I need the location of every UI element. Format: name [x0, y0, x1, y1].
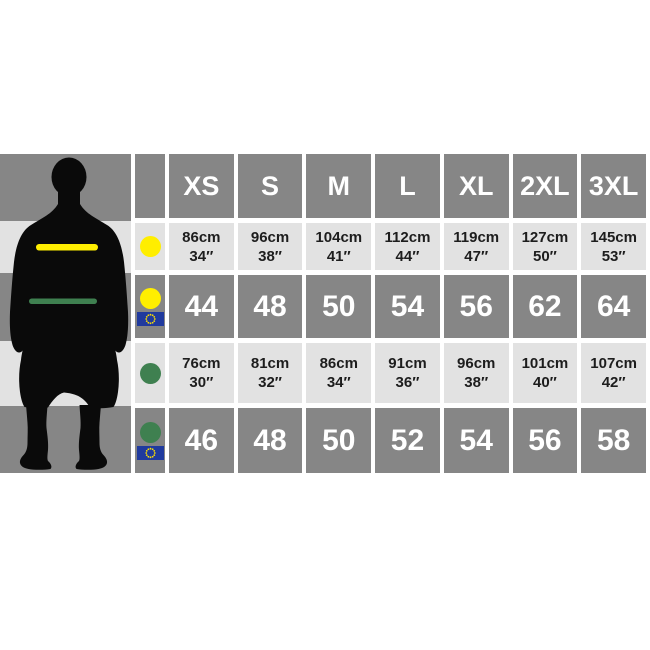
measurement-cm: 76cm — [182, 355, 221, 372]
male-body-silhouette — [9, 157, 129, 470]
measurement-inch: 40″ — [532, 374, 557, 391]
green-dot-icon — [139, 421, 161, 443]
measurement-cm: 101cm — [521, 355, 569, 372]
size-header-2xl: 2XL — [512, 154, 578, 218]
size-chart: XS S M L XL 2XL 3XL 86cm 34″ 96cm 38″ 10… — [0, 154, 650, 473]
measurement-cm: 112cm — [384, 228, 431, 246]
waist-eu-cell: 50 — [306, 408, 372, 473]
chest-eu-cell: 48 — [237, 275, 303, 338]
waist-cm-cell: 101cm 40″ — [512, 343, 578, 403]
chest-cm-cell: 86cm 34″ — [169, 223, 234, 270]
measurement-inch: 34″ — [189, 247, 214, 265]
measurement-inch: 42″ — [601, 374, 626, 391]
yellow-dot-icon — [139, 236, 161, 257]
chest-eu-cell: 64 — [581, 275, 646, 338]
chest-cm-cell: 104cm 41″ — [306, 223, 372, 270]
green-dot-icon — [139, 362, 161, 384]
chest-cm-cell: 119cm 47″ — [443, 223, 509, 270]
yellow-dot-icon — [139, 287, 161, 309]
waist-cm-cell: 81cm 32″ — [237, 343, 303, 403]
measurement-inch: 32″ — [258, 374, 282, 391]
measurement-cm: 119cm — [453, 228, 500, 246]
waist-row-icon-cell — [135, 343, 165, 403]
chest-cm-cell: 96cm 38″ — [237, 223, 303, 270]
chest-eu-cell: 56 — [443, 275, 509, 338]
chest-eu-cell: 44 — [169, 275, 234, 338]
waist-cm-cell: 76cm 30″ — [169, 343, 234, 403]
measurement-cm: 107cm — [590, 355, 637, 372]
measurement-inch: 44″ — [395, 247, 420, 265]
waist-cm-cell: 96cm 38″ — [443, 343, 509, 403]
measurement-cm: 91cm — [388, 355, 427, 372]
measurement-inch: 53″ — [601, 247, 626, 265]
size-header-3xl: 3XL — [581, 154, 646, 218]
waist-cm-cell: 86cm 34″ — [306, 343, 372, 403]
measurement-inch: 34″ — [326, 374, 351, 391]
chest-eu-cell: 62 — [512, 275, 578, 338]
size-header-s: S — [237, 154, 303, 218]
size-header-m: M — [306, 154, 372, 218]
size-header-xl: XL — [443, 154, 509, 218]
measurement-cm: 104cm — [315, 228, 363, 246]
chest-row-icon-cell — [135, 223, 165, 270]
figure-block — [0, 154, 131, 473]
measurement-inch: 50″ — [532, 247, 557, 265]
waist-eu-cell: 46 — [169, 408, 234, 473]
waist-eu-cell: 54 — [443, 408, 509, 473]
waist-eu-cell: 58 — [581, 408, 646, 473]
measurement-inch: 30″ — [189, 374, 214, 391]
eu-flag-icon — [136, 445, 164, 460]
waist-eu-cell: 48 — [237, 408, 303, 473]
measurement-inch: 41″ — [326, 247, 351, 265]
measurement-cm: 96cm — [250, 228, 290, 246]
waist-cm-cell: 107cm 42″ — [581, 343, 646, 403]
measurement-inch: 38″ — [464, 374, 489, 391]
measurement-cm: 86cm — [319, 355, 358, 372]
measurement-inch: 36″ — [395, 374, 420, 391]
chest-cm-cell: 145cm 53″ — [581, 223, 646, 270]
measurement-inch: 38″ — [258, 247, 282, 265]
waist-eu-cell: 52 — [375, 408, 440, 473]
measurement-cm: 96cm — [457, 355, 496, 372]
measurement-cm: 86cm — [182, 228, 221, 246]
size-header-l: L — [375, 154, 440, 218]
measurement-inch: 47″ — [464, 247, 489, 265]
eu-flag-icon — [136, 311, 164, 326]
icon-header-spacer — [135, 154, 165, 218]
size-header-xs: XS — [169, 154, 234, 218]
waist-measure-line — [29, 298, 97, 304]
waist-cm-cell: 91cm 36″ — [375, 343, 440, 403]
measurement-cm: 81cm — [250, 355, 290, 372]
waist-eu-cell: 56 — [512, 408, 578, 473]
measurement-cm: 145cm — [590, 228, 637, 246]
waist-eu-row-icon-cell — [135, 408, 165, 473]
chest-eu-cell: 50 — [306, 275, 372, 338]
measurement-cm: 127cm — [521, 228, 569, 246]
chest-cm-cell: 127cm 50″ — [512, 223, 578, 270]
chest-eu-cell: 54 — [375, 275, 440, 338]
chest-eu-row-icon-cell — [135, 275, 165, 338]
chest-measure-line — [36, 244, 98, 251]
chest-cm-cell: 112cm 44″ — [375, 223, 440, 270]
